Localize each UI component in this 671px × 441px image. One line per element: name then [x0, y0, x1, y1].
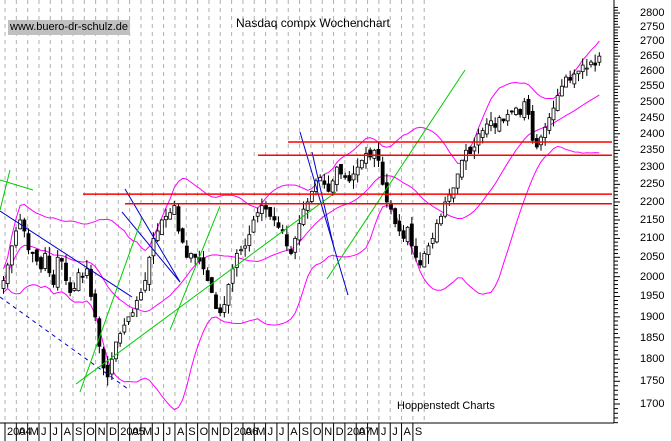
watermark: www.buero-dr-schulz.de — [8, 20, 130, 35]
x-tick-label: O — [86, 426, 95, 438]
x-tick-label: J — [380, 426, 387, 438]
x-tick-label: 2005 — [120, 426, 145, 438]
chart-title: Nasdaq compx Wochenchart — [236, 16, 390, 30]
y-tick-label: 2100 — [640, 232, 665, 245]
x-tick-label: J — [165, 426, 172, 438]
x-tick-label: A — [358, 426, 366, 438]
x-tick-label: J — [278, 426, 285, 438]
y-tick-label: 2400 — [640, 127, 665, 140]
x-tick-label: A — [63, 426, 71, 438]
y-tick-label: 1700 — [640, 398, 665, 410]
x-tick-label: J — [154, 426, 160, 438]
y-tick-label: 2600 — [640, 65, 665, 78]
x-tick-label: D — [222, 426, 231, 438]
x-tick-label: N — [324, 426, 333, 438]
x-tick-label: J — [392, 426, 398, 438]
x-tick-label: 2004 — [7, 426, 32, 438]
y-tick-label: 2500 — [640, 95, 665, 108]
x-tick-label: A — [244, 426, 253, 438]
x-tick-label: A — [131, 426, 139, 438]
y-tick-label: 2350 — [640, 144, 665, 157]
x-tick-label: M — [142, 426, 153, 438]
y-tick-label: 2450 — [640, 111, 665, 124]
y-tick-label: 1900 — [640, 310, 665, 323]
y-tick-label: 1750 — [640, 375, 665, 388]
x-tick-label: 2006 — [233, 426, 259, 438]
axes — [0, 0, 620, 441]
bollinger-bands — [3, 40, 600, 411]
chart-credit: Hoppenstedt Charts — [397, 400, 495, 412]
x-tick-label: J — [40, 426, 47, 438]
x-tick-label: J — [52, 426, 58, 438]
y-tick-label: 1800 — [640, 353, 665, 366]
x-tick-label: S — [414, 426, 423, 438]
y-tick-label: 2300 — [640, 161, 665, 174]
x-tick-label: S — [74, 426, 83, 438]
x-tick-label: S — [188, 426, 196, 438]
x-tick-label: M — [256, 426, 266, 438]
x-tick-label: M — [369, 426, 379, 438]
y-tick-label: 1950 — [640, 290, 665, 303]
x-tick-label: 2007 — [346, 426, 372, 438]
y-tick-label: 2200 — [640, 195, 665, 208]
x-tick-label: O — [199, 426, 209, 438]
y-tick-label: 2650 — [640, 50, 665, 63]
y-tick-label: 2550 — [640, 80, 665, 93]
y-tick-label: 2750 — [640, 21, 665, 34]
y-tick-label: 2000 — [640, 270, 665, 283]
x-tick-label: D — [335, 426, 344, 438]
x-tick-label: N — [97, 426, 106, 438]
y-tick-label: 2150 — [640, 213, 665, 226]
y-tick-label: 2800 — [640, 7, 665, 19]
x-tick-label: A — [18, 426, 26, 438]
trend-lines — [0, 69, 466, 393]
y-tick-label: 1850 — [640, 331, 665, 344]
x-tick-label: A — [176, 426, 185, 438]
x-tick-label: O — [312, 426, 322, 438]
candlesticks — [1, 52, 602, 386]
x-tick-label: A — [290, 426, 298, 438]
support-resistance-lines — [83, 141, 612, 205]
y-tick-label: 2050 — [640, 251, 665, 264]
y-tick-label: 2700 — [640, 35, 665, 48]
y-tick-label: 2250 — [640, 178, 665, 191]
x-tick-label: D — [108, 426, 117, 438]
x-tick-label: S — [301, 426, 309, 438]
x-tick-label: A — [403, 426, 411, 438]
x-tick-label: N — [210, 426, 219, 438]
vertical-gridlines — [4, 0, 425, 423]
x-tick-label: M — [29, 426, 39, 438]
x-tick-label: J — [267, 426, 274, 438]
